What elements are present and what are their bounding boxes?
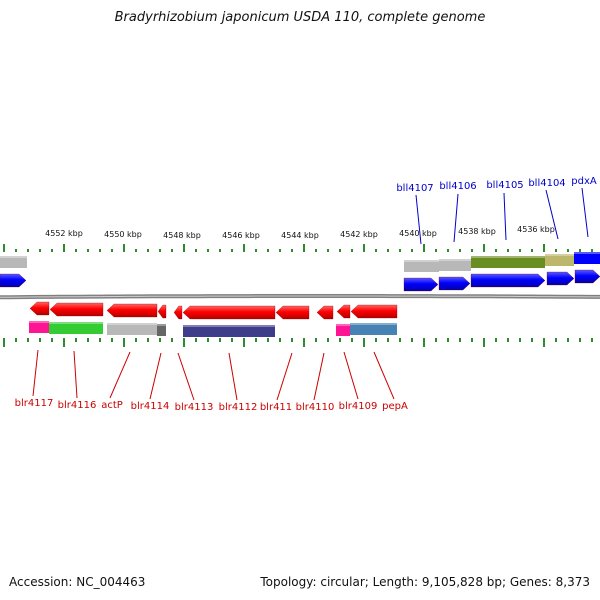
reverse-gene-label: pdxA	[571, 176, 597, 187]
scale-label: 4540 kbp	[399, 229, 437, 238]
forward-category-bar-shine	[29, 321, 49, 323]
forward-category-bar-shine	[336, 324, 350, 326]
reverse-gene-label-leader	[545, 189, 559, 240]
genome-title: Bradyrhizobium japonicum USDA 110, compl…	[114, 10, 486, 25]
reverse-gene-label: bll4107	[396, 183, 433, 194]
forward-gene-label: blr4109	[339, 401, 378, 412]
forward-category-bar	[49, 322, 103, 334]
forward-gene-arrow	[336, 304, 351, 319]
forward-gene-label-leader	[73, 350, 78, 399]
forward-gene-label-leader	[32, 349, 39, 397]
reverse-gene-label: bll4106	[439, 181, 476, 192]
forward-gene-label: blr4117	[15, 398, 54, 409]
forward-gene-arrow	[275, 305, 310, 320]
reverse-category-bar-shine	[404, 260, 439, 262]
scale-label: 4542 kbp	[340, 230, 378, 239]
reverse-category-bar-shine	[545, 254, 574, 256]
forward-gene-arrow	[157, 304, 167, 319]
reverse-category-bar-shine	[0, 256, 27, 258]
reverse-category-bar	[471, 256, 545, 268]
forward-category-bar-shine	[49, 322, 103, 324]
forward-category-bar-shine	[157, 324, 166, 326]
forward-gene-label: pepA	[382, 401, 408, 412]
forward-gene-label: blr4114	[131, 401, 170, 412]
forward-category-bar	[336, 324, 350, 336]
forward-gene-arrow	[350, 304, 398, 319]
forward-category-bar	[350, 323, 397, 335]
reverse-category-bar	[545, 254, 574, 266]
scale-label: 4550 kbp	[104, 230, 142, 239]
forward-gene-arrow	[106, 303, 158, 318]
reverse-category-bar-shine	[471, 256, 545, 258]
reverse-gene-arrow	[470, 273, 546, 288]
forward-gene-label-leader	[373, 351, 395, 400]
forward-gene-label: blr411	[260, 402, 292, 413]
reverse-gene-arrow	[403, 277, 439, 292]
reverse-gene-arrow	[546, 271, 575, 286]
forward-gene-label-leader	[177, 352, 195, 401]
forward-gene-label-leader	[276, 352, 293, 401]
forward-gene-label: actP	[101, 400, 123, 411]
reverse-gene-label-leader	[503, 192, 507, 241]
reverse-category-bar-shine	[439, 259, 471, 261]
scale-label: 4538 kbp	[458, 227, 496, 236]
scale-label: 4552 kbp	[45, 229, 83, 238]
reverse-category-bar	[439, 259, 471, 271]
forward-category-bar	[29, 321, 49, 333]
reverse-gene-arrow	[438, 276, 471, 291]
reverse-category-bar-shine	[574, 252, 600, 254]
scale-label: 4548 kbp	[163, 231, 201, 240]
forward-gene-arrow	[29, 301, 50, 316]
reverse-gene-label: bll4105	[486, 180, 523, 191]
scale-label: 4544 kbp	[281, 231, 319, 240]
reverse-category-bar	[0, 256, 27, 268]
forward-gene-label: blr4116	[58, 400, 97, 411]
reverse-gene-arrow	[0, 273, 27, 288]
forward-gene-label-leader	[109, 351, 131, 399]
scale-label: 4546 kbp	[222, 231, 260, 240]
forward-gene-label-leader	[313, 352, 325, 401]
forward-gene-label-leader	[343, 351, 359, 400]
scale-label: 4536 kbp	[517, 225, 555, 234]
reverse-gene-label-leader	[581, 187, 589, 238]
forward-gene-arrow	[316, 305, 334, 320]
forward-gene-arrow	[182, 305, 276, 320]
genome-axis-highlight	[0, 295, 600, 298]
forward-gene-label: blr4110	[296, 402, 335, 413]
forward-gene-label-leader	[149, 352, 162, 400]
forward-category-bar	[157, 324, 166, 336]
accession-text: Accession: NC_004463	[9, 575, 146, 589]
reverse-category-bar	[404, 260, 439, 272]
forward-category-bar-shine	[183, 325, 275, 327]
forward-gene-label: blr4112	[219, 402, 258, 413]
forward-category-bar-shine	[350, 323, 397, 325]
forward-category-bar	[183, 325, 275, 337]
reverse-gene-label-leader	[415, 194, 422, 245]
reverse-category-bar	[574, 252, 600, 264]
forward-gene-arrow	[49, 302, 104, 317]
forward-category-bar	[107, 323, 157, 335]
forward-gene-arrow	[173, 305, 183, 320]
reverse-gene-label-leader	[453, 193, 459, 243]
forward-category-bar-shine	[107, 323, 157, 325]
genome-info-text: Topology: circular; Length: 9,105,828 bp…	[260, 575, 590, 589]
reverse-gene-arrow	[574, 269, 600, 284]
reverse-gene-label: bll4104	[528, 178, 565, 189]
forward-gene-label: blr4113	[175, 402, 214, 413]
forward-gene-label-leader	[228, 352, 238, 401]
